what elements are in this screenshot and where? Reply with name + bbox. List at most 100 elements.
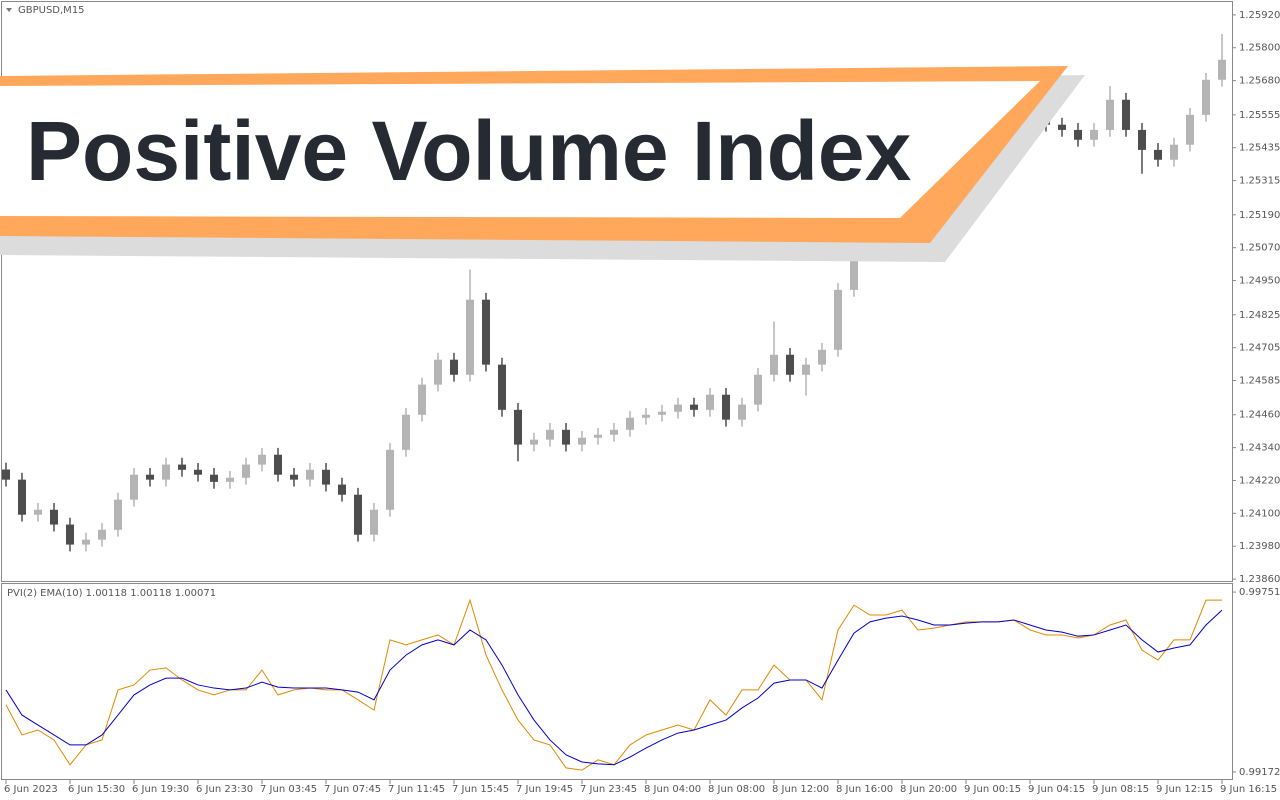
x-tick-label: 8 Jun 04:00 bbox=[644, 784, 701, 795]
x-tick-label: 6 Jun 19:30 bbox=[132, 784, 189, 795]
price-chart-title: GBPUSD,M15 bbox=[18, 5, 85, 16]
banner-panel bbox=[0, 81, 1040, 218]
candle-body bbox=[146, 474, 154, 480]
candle-body bbox=[1170, 144, 1178, 160]
y-tick-label: 1.24585 bbox=[1239, 376, 1280, 387]
candle-body bbox=[290, 474, 298, 480]
candle-body bbox=[402, 414, 410, 450]
candle-body bbox=[418, 384, 426, 415]
y-tick-label: 1.25680 bbox=[1239, 76, 1280, 87]
y-tick-label: 1.25315 bbox=[1239, 176, 1280, 187]
candle-body bbox=[1138, 129, 1146, 150]
candle-body bbox=[1218, 59, 1226, 80]
candle-body bbox=[834, 289, 842, 350]
y-tick-label: 1.23980 bbox=[1239, 541, 1280, 552]
candle-body bbox=[66, 524, 74, 545]
candle-body bbox=[562, 429, 570, 445]
y-tick-label: 1.25190 bbox=[1239, 210, 1280, 221]
y-tick-label: 1.24460 bbox=[1239, 410, 1280, 421]
candle-body bbox=[770, 354, 778, 375]
candle-body bbox=[18, 479, 26, 515]
x-tick-label: 8 Jun 12:00 bbox=[772, 784, 829, 795]
candle-body bbox=[754, 374, 762, 405]
x-tick-label: 6 Jun 15:30 bbox=[68, 784, 125, 795]
y-tick-label: 1.24100 bbox=[1239, 508, 1280, 519]
candle-body bbox=[1154, 149, 1162, 160]
x-tick-label: 7 Jun 03:45 bbox=[260, 784, 317, 795]
y-tick-label: 0.99751 bbox=[1239, 587, 1280, 598]
y-tick-label: 1.25555 bbox=[1239, 110, 1280, 121]
candle-body bbox=[434, 359, 442, 385]
candle-body bbox=[786, 354, 794, 375]
candle-body bbox=[322, 469, 330, 485]
x-tick-label: 8 Jun 20:00 bbox=[900, 784, 957, 795]
candle-body bbox=[626, 417, 634, 430]
candle-body bbox=[274, 454, 282, 475]
candle-body bbox=[370, 509, 378, 535]
y-tick-label: 1.24705 bbox=[1239, 343, 1280, 354]
candle-body bbox=[706, 394, 714, 410]
x-tick-label: 9 Jun 12:15 bbox=[1156, 784, 1213, 795]
candle-body bbox=[2, 469, 10, 480]
y-tick-label: 1.25800 bbox=[1239, 43, 1280, 54]
candle-body bbox=[210, 474, 218, 482]
y-tick-label: 1.25920 bbox=[1239, 10, 1280, 21]
candle-body bbox=[530, 439, 538, 445]
y-tick-label: 1.24950 bbox=[1239, 276, 1280, 287]
x-tick-label: 7 Jun 07:45 bbox=[324, 784, 381, 795]
candle-body bbox=[546, 429, 554, 440]
y-tick-label: 1.24825 bbox=[1239, 310, 1280, 321]
candle-body bbox=[690, 404, 698, 410]
x-tick-label: 7 Jun 19:45 bbox=[516, 784, 573, 795]
price-panel-frame bbox=[1, 1, 1233, 582]
banner-title: Positive Volume Index bbox=[26, 104, 912, 198]
candle-body bbox=[610, 429, 618, 435]
x-tick-label: 9 Jun 08:15 bbox=[1092, 784, 1149, 795]
indicator-line bbox=[5, 609, 1223, 766]
candle-body bbox=[658, 411, 666, 415]
x-tick-label: 6 Jun 23:30 bbox=[196, 784, 253, 795]
candle-body bbox=[738, 404, 746, 420]
x-tick-label: 7 Jun 11:45 bbox=[388, 784, 445, 795]
candle-body bbox=[386, 449, 394, 510]
candle-body bbox=[82, 539, 90, 545]
y-tick-label: 1.25070 bbox=[1239, 243, 1280, 254]
candle-body bbox=[114, 499, 122, 530]
candle-body bbox=[642, 414, 650, 418]
y-tick-label: 1.24220 bbox=[1239, 475, 1280, 486]
indicator-title: PVI(2) EMA(10) 1.00118 1.00118 1.00071 bbox=[7, 588, 216, 599]
collapse-arrow bbox=[6, 8, 12, 12]
x-tick-label: 9 Jun 16:15 bbox=[1220, 784, 1277, 795]
plot-layer: 1.25920 1.25800 1.25680 1.25555 1.25435 1.253… bbox=[2, 10, 1280, 795]
y-tick-label: 1.25435 bbox=[1239, 143, 1280, 154]
candle-body bbox=[50, 509, 58, 525]
candle-body bbox=[242, 464, 250, 478]
candle-body bbox=[466, 299, 474, 375]
candle-body bbox=[1186, 114, 1194, 145]
x-tick-label: 8 Jun 16:00 bbox=[836, 784, 893, 795]
candle-body bbox=[514, 409, 522, 445]
x-tick-label: 7 Jun 23:45 bbox=[580, 784, 637, 795]
candle-body bbox=[354, 494, 362, 535]
candle-body bbox=[578, 437, 586, 445]
candle-body bbox=[594, 434, 602, 438]
candle-body bbox=[306, 469, 314, 480]
indicator-panel-frame bbox=[1, 583, 1233, 780]
candle-body bbox=[178, 464, 186, 470]
candle-body bbox=[226, 477, 234, 482]
x-tick-label: 6 Jun 2023 bbox=[4, 784, 58, 795]
candle-body bbox=[482, 299, 490, 365]
candle-body bbox=[1058, 124, 1066, 130]
x-tick-label: 9 Jun 04:15 bbox=[1028, 784, 1085, 795]
candle-body bbox=[674, 404, 682, 412]
y-tick-label: 1.23860 bbox=[1239, 574, 1280, 585]
candle-body bbox=[498, 364, 506, 410]
candle-body bbox=[802, 364, 810, 375]
candle-body bbox=[450, 359, 458, 375]
candle-body bbox=[1106, 99, 1114, 130]
candle-body bbox=[722, 394, 730, 420]
x-tick-label: 7 Jun 15:45 bbox=[452, 784, 509, 795]
candle-body bbox=[258, 454, 266, 465]
